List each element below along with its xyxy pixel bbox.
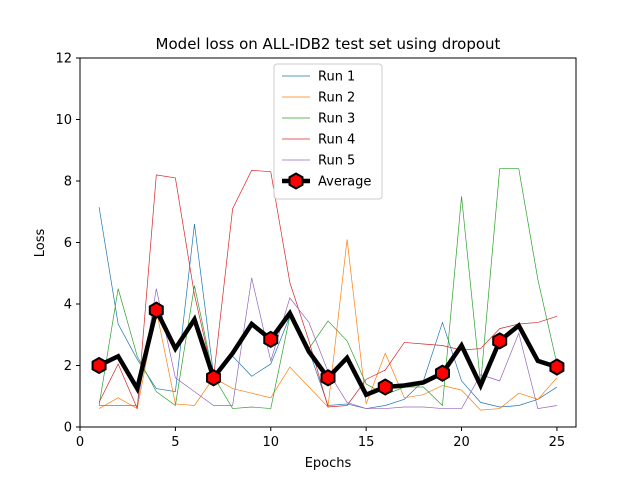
y-tick-label: 0 [64,421,72,436]
x-tick-label: 25 [549,435,566,450]
average-marker [377,378,393,396]
legend-box [273,63,383,200]
legend-label-average: Average [318,175,371,190]
average-marker [148,301,164,319]
chart-title: Model loss on ALL-IDB2 test set using dr… [156,35,501,53]
y-tick-label: 2 [64,359,72,374]
legend-label-run-2: Run 2 [318,91,355,106]
y-axis: 0 2 4 6 8 10 12 [55,52,80,436]
average-marker [549,358,565,376]
average-markers [91,301,565,396]
average-marker [492,332,508,350]
x-tick-label: 5 [171,435,179,450]
x-axis: 0 5 10 15 20 25 [76,427,565,450]
x-tick-label: 10 [262,435,279,450]
x-tick-label: 0 [76,435,84,450]
x-tick-label: 20 [453,435,470,450]
average-marker [206,369,222,387]
legend-label-run-5: Run 5 [318,154,355,169]
legend-label-run-4: Run 4 [318,133,355,148]
legend-marker-average [288,172,304,190]
y-tick-label: 10 [55,113,72,128]
x-axis-title: Epochs [305,456,352,471]
average-marker [434,364,450,382]
y-tick-label: 8 [64,175,72,190]
average-marker [263,330,279,349]
y-axis-title: Loss [33,229,48,258]
legend-label-run-1: Run 1 [318,70,355,85]
y-tick-label: 12 [55,52,72,67]
legend: Run 1 Run 2 Run 3 Run 4 Run 5 Average [273,63,383,200]
legend-label-run-3: Run 3 [318,112,355,127]
average-marker [320,369,336,387]
y-tick-label: 4 [64,298,72,313]
series-line-run-4 [98,169,558,409]
x-tick-label: 15 [358,435,375,450]
average-marker [91,356,107,375]
y-tick-label: 6 [64,236,72,251]
